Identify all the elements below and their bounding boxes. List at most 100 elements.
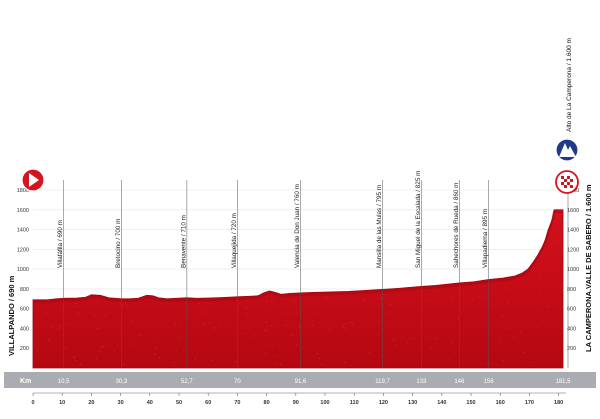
- texture-dot: [329, 329, 331, 331]
- texture-dot: [246, 306, 248, 308]
- texture-dot: [274, 333, 276, 335]
- texture-dot: [271, 346, 273, 348]
- texture-dot: [393, 338, 395, 341]
- place-label-4: Valencia de Don Juan / 760 m: [294, 184, 301, 268]
- y-axis-left: 200 400 600 800 1000 1200 1400 1600 1800: [17, 188, 29, 352]
- y-tick-right-1000: 1000: [567, 267, 579, 273]
- texture-dot: [289, 313, 291, 315]
- texture-dot: [312, 324, 314, 326]
- x-tick-120: 120: [379, 400, 388, 406]
- km-value-1: 30,3: [116, 379, 128, 385]
- texture-dot: [119, 302, 121, 304]
- y-tick-left-400: 400: [20, 326, 29, 332]
- texture-dot: [344, 361, 346, 364]
- km-value-3: 70: [234, 379, 241, 385]
- texture-dot: [271, 301, 273, 303]
- texture-dot: [74, 359, 76, 361]
- texture-dot: [321, 363, 323, 365]
- km-value-6: 133: [416, 379, 427, 385]
- texture-dot: [507, 302, 509, 304]
- y-tick-left-1800: 1800: [17, 188, 29, 194]
- x-tick-70: 70: [234, 400, 240, 406]
- x-tick-110: 110: [350, 400, 359, 406]
- texture-dot: [506, 328, 508, 330]
- finish-label: LA CAMPERONA.VALLE DE SABERO / 1.600 m: [584, 184, 593, 352]
- x-tick-20: 20: [88, 400, 94, 406]
- km-value-2: 52,7: [181, 379, 193, 385]
- texture-dot: [214, 327, 216, 329]
- texture-dot: [73, 356, 75, 359]
- km-value-8: 156: [484, 379, 495, 385]
- place-labels: Villafáfila / 690 m Bretocino / 700 m Bena…: [57, 171, 489, 368]
- texture-dot: [279, 363, 282, 365]
- texture-dot: [318, 357, 320, 360]
- texture-dot: [352, 322, 354, 324]
- start-label: VILLALPANDO / 690 m: [7, 275, 16, 356]
- texture-dot: [48, 339, 50, 342]
- texture-dot: [322, 318, 324, 320]
- y-tick-left-1600: 1600: [17, 208, 29, 214]
- texture-dot: [264, 329, 266, 331]
- texture-dot: [395, 345, 398, 347]
- km-value-0: 10,5: [58, 379, 70, 385]
- texture-dot: [59, 325, 62, 327]
- texture-dot: [294, 300, 296, 302]
- texture-dot: [154, 353, 156, 355]
- texture-dot: [211, 360, 213, 362]
- km-value-5: 119,7: [375, 379, 390, 385]
- texture-dot: [350, 322, 352, 324]
- texture-dot: [296, 344, 298, 346]
- texture-dot: [96, 357, 98, 359]
- texture-dot: [502, 315, 504, 318]
- texture-dot: [265, 353, 267, 355]
- place-label-3: Villaquejida / 720 m: [231, 213, 238, 268]
- y-tick-right-400: 400: [567, 326, 576, 332]
- texture-dot: [218, 323, 220, 325]
- texture-dot: [520, 331, 522, 333]
- texture-dot: [344, 323, 346, 325]
- place-label-7: Sahechores de Rueda / 860 m: [453, 183, 460, 268]
- texture-dot: [326, 297, 328, 299]
- y-tick-left-200: 200: [20, 346, 29, 352]
- y-tick-right-600: 600: [567, 307, 576, 313]
- texture-dot: [155, 347, 157, 349]
- texture-dot: [245, 332, 247, 334]
- start-icon: [21, 168, 45, 192]
- texture-dot: [391, 304, 393, 306]
- texture-dot: [317, 352, 319, 354]
- texture-dot: [103, 346, 105, 348]
- texture-dot: [502, 360, 504, 362]
- texture-dot: [254, 335, 256, 337]
- texture-dot: [509, 289, 511, 291]
- finish-check-cell: [567, 176, 570, 179]
- km-band-bar: [4, 372, 596, 388]
- x-tick-30: 30: [118, 400, 124, 406]
- place-label-2: Benavente / 710 m: [180, 215, 187, 268]
- start-finish-labels: VILLALPANDO / 690 m LA CAMPERONA.VALLE DE…: [7, 38, 593, 368]
- texture-dot: [363, 300, 365, 302]
- place-label-6: San Miguel de la Escalada / 825 m: [415, 171, 422, 268]
- texture-dot: [131, 321, 133, 323]
- texture-dot: [434, 338, 436, 340]
- texture-dot: [342, 325, 345, 327]
- texture-dot: [57, 327, 59, 329]
- texture-dot: [449, 357, 451, 359]
- y-tick-right-200: 200: [567, 346, 576, 352]
- texture-dot: [121, 304, 123, 306]
- km-band: Km 10,5 30,3 52,7 70 91,6 119,7 133 146 156 181,5: [4, 372, 596, 388]
- texture-dot: [547, 305, 550, 307]
- texture-dot: [178, 323, 180, 325]
- texture-dot: [285, 325, 287, 327]
- y-tick-left-1200: 1200: [17, 247, 29, 253]
- texture-dot: [343, 327, 345, 329]
- texture-dot: [98, 350, 100, 352]
- x-tick-0: 0: [31, 400, 34, 406]
- texture-dot: [180, 332, 182, 334]
- texture-dot: [178, 338, 181, 340]
- texture-dot: [199, 303, 201, 305]
- texture-dot: [66, 323, 68, 326]
- texture-dot: [512, 337, 515, 339]
